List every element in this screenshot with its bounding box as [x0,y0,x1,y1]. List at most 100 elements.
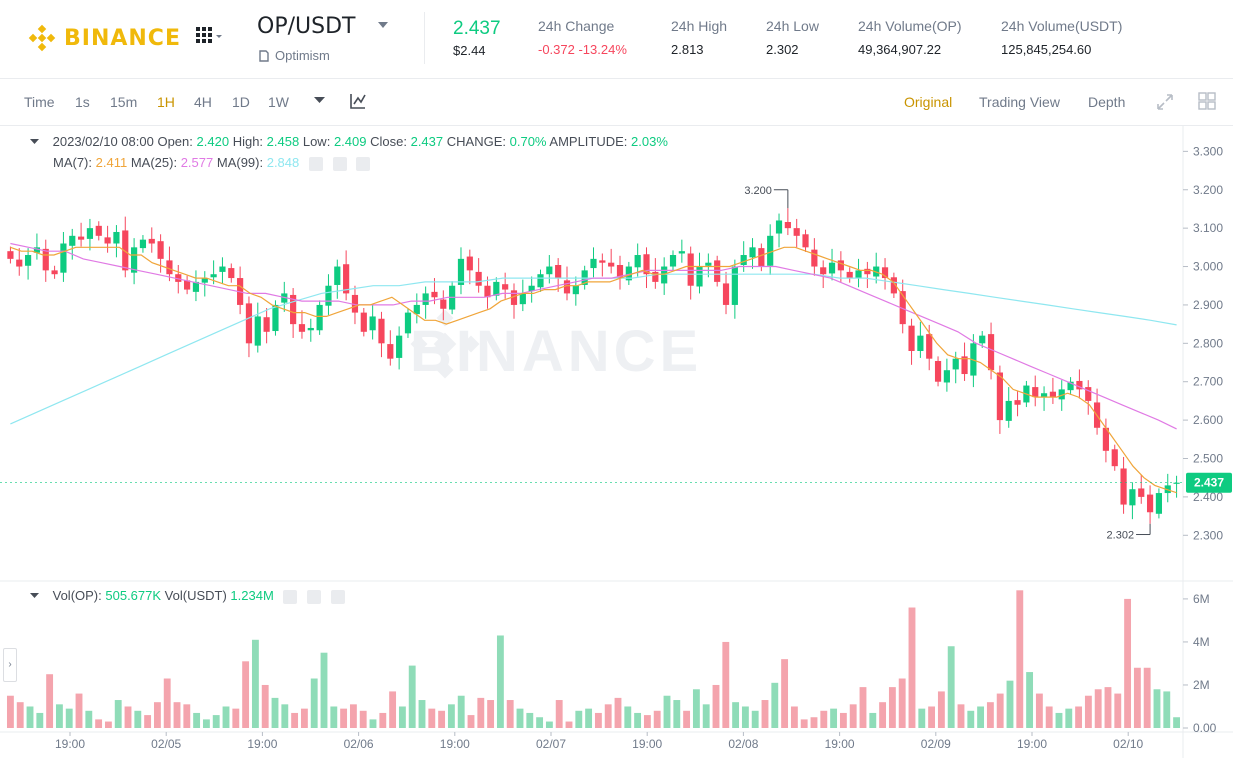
volume-bar [692,689,700,728]
tab-1w[interactable]: 1W [268,94,289,110]
volume-bar [124,706,132,728]
max-price-marker: 3.200 [744,185,772,197]
stat-value: 49,364,907.22 [858,42,942,57]
volume-bar [624,706,632,728]
candle-body [131,247,138,273]
view-original[interactable]: Original [904,94,953,110]
volume-bar [114,700,122,728]
candle-body [457,258,465,285]
volume-bar [26,706,34,728]
candle-body [864,268,871,275]
tab-1h[interactable]: 1H [157,94,175,110]
volume-bar [614,697,622,728]
candle-body [510,290,518,305]
tab-time[interactable]: Time [24,94,55,110]
candle-body [952,358,959,370]
view-depth[interactable]: Depth [1088,94,1126,110]
candle-body [157,241,164,259]
tab-1d[interactable]: 1D [232,94,250,110]
candle-body [343,264,350,294]
candle-body [69,235,76,246]
hide-indicator-icon[interactable] [283,589,298,604]
volume-bar [781,659,789,728]
volume-bar [438,710,446,728]
candle-body [316,304,323,331]
collapse-caret-icon[interactable] [30,593,39,600]
candle-body [775,220,783,234]
pair-name: OP/USDT [257,14,356,39]
chart-area[interactable]: BINANCE 3.200 2.302 3.300 3.200 3.100 3.000 2… [0,126,1233,758]
candle-body [245,303,253,344]
candle-body [758,248,765,267]
fullscreen-icon[interactable] [1156,93,1174,111]
candle-body [1129,489,1136,506]
close-label: Close: [370,134,407,149]
candle-body [546,266,553,275]
tab-1s[interactable]: 1s [75,94,90,110]
close-icon[interactable] [356,156,371,171]
price-tick-label: 3.100 [1193,221,1223,235]
candle-body [519,293,526,305]
tab-15m[interactable]: 15m [110,94,138,110]
candle-body [687,253,694,286]
candle-body [908,325,915,351]
volume-bar [741,706,749,728]
candle-body [298,324,306,332]
pair-subtitle-text: Optimism [275,48,330,63]
time-tick-label: 02/08 [728,737,758,751]
stat-label: 24h High [671,18,728,34]
volume-bar [1084,695,1092,728]
time-tick-label: 02/05 [151,737,181,751]
candle-body [899,291,906,325]
settings-icon[interactable] [332,156,347,171]
volume-bar [967,710,975,728]
pair-subtitle[interactable]: Optimism [259,48,330,63]
volume-bar [153,702,161,728]
candle-body [334,266,341,285]
close-icon[interactable] [330,589,345,604]
candle-body [678,251,685,254]
candle-body [926,334,933,359]
candlestick-chart[interactable]: BINANCE 3.200 2.302 3.300 3.200 3.100 3.000 2… [0,126,1233,758]
price-tick-label: 2.800 [1193,336,1223,350]
candle-body [325,285,332,306]
candle-body [431,291,438,298]
volume-bar [526,712,534,728]
chevron-down-icon[interactable] [378,22,388,30]
candle-date: 2023/02/10 08:00 [52,134,154,149]
indicators-icon[interactable] [349,92,367,110]
candle-body [139,239,147,249]
binance-logo[interactable]: BINANCE [28,24,181,52]
stat-value: -0.372 -13.24% [538,42,627,57]
change-label: CHANGE: [446,134,506,149]
settings-icon[interactable] [307,589,322,604]
candle-body [104,237,111,244]
volume-bar [6,695,14,728]
candle-body [78,236,85,240]
view-trading-view[interactable]: Trading View [979,94,1060,110]
volume-bar [65,708,73,728]
tab-4h[interactable]: 4H [194,94,212,110]
candle-body [555,265,562,279]
apps-grid-icon[interactable] [196,26,222,48]
collapse-caret-icon[interactable] [30,139,39,146]
candle-body [590,258,597,269]
candle-body [396,335,403,358]
side-panel-toggle[interactable]: › [3,648,17,682]
volume-bar [1016,590,1024,728]
candle-body [669,255,677,267]
candle-body [24,255,32,266]
price-tick-label: 2.500 [1193,452,1223,466]
candle-body [1138,488,1145,497]
candle-body [767,235,774,266]
timeframe-more-icon[interactable] [314,97,325,105]
trading-pair-selector[interactable]: OP/USDT [257,14,355,39]
layout-grid-icon[interactable] [1198,92,1216,110]
hide-indicator-icon[interactable] [308,156,323,171]
volume-bar [908,607,916,728]
volume-tick-label: 6M [1193,592,1210,606]
volume-bar [751,710,759,728]
volume-bar [55,704,63,728]
volume-bar [75,693,83,728]
volume-bar [291,712,299,728]
